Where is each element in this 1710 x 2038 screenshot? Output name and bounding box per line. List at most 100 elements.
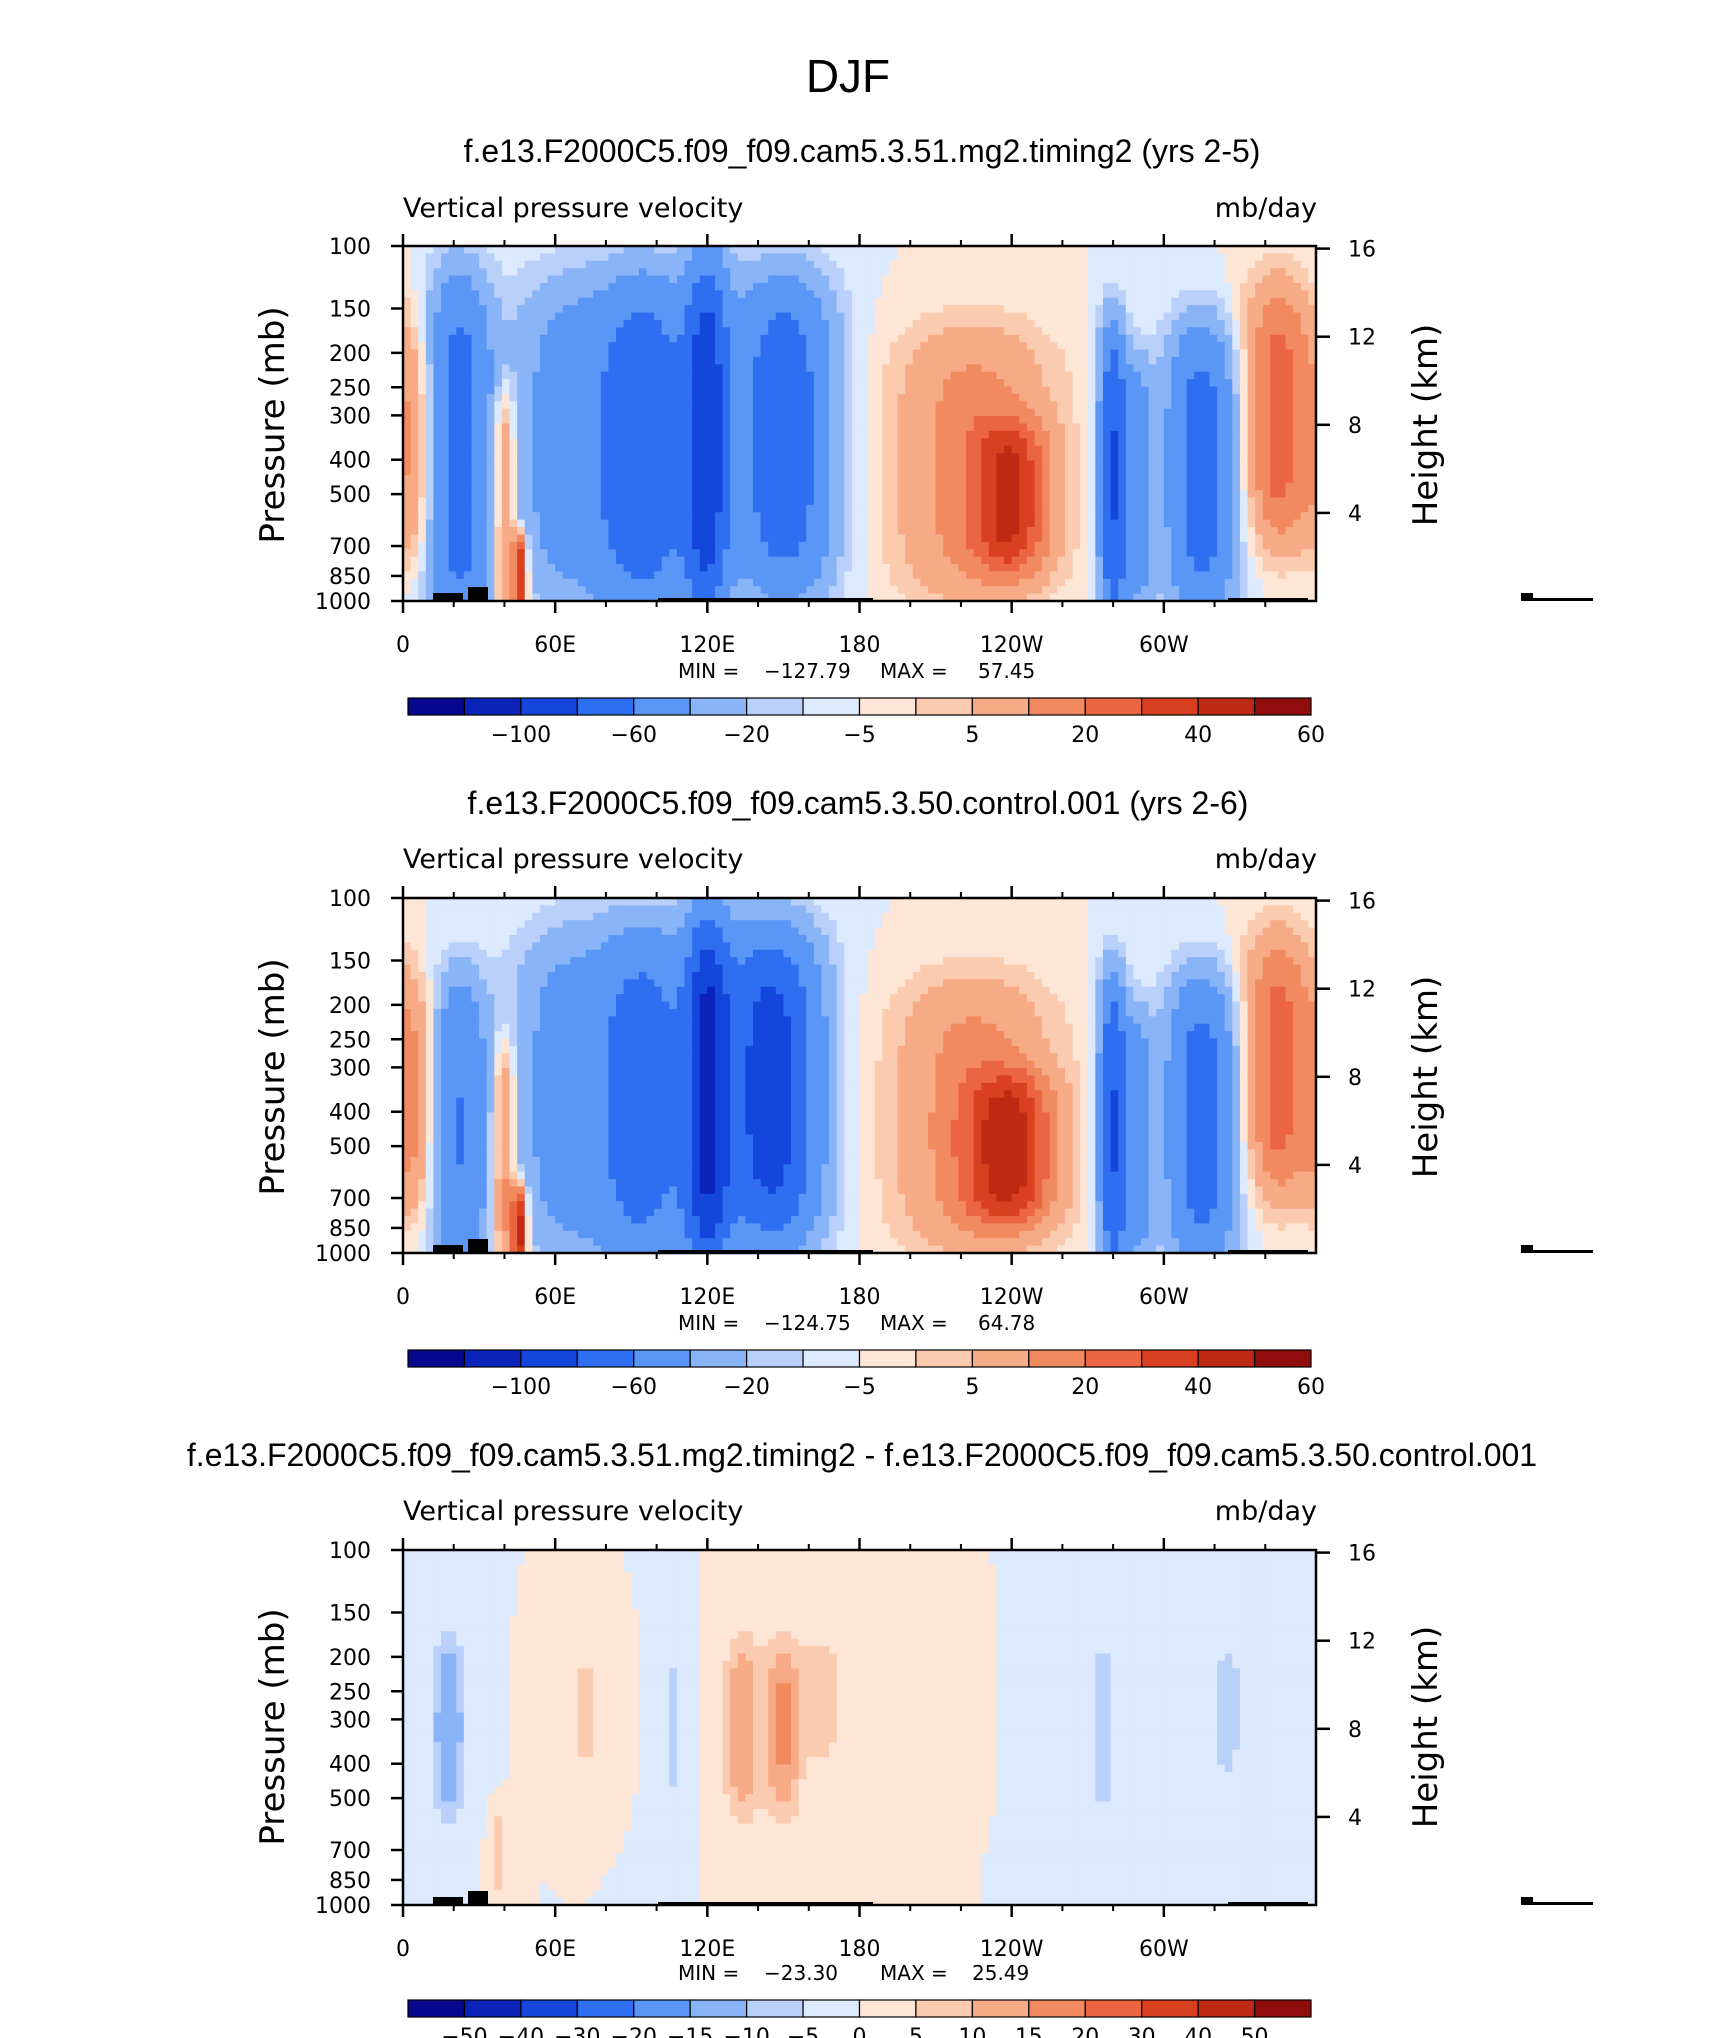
field-cell	[593, 527, 602, 536]
field-cell	[737, 401, 746, 410]
field-cell	[867, 297, 876, 306]
field-cell	[1118, 349, 1127, 358]
field-cell	[1217, 423, 1226, 432]
field-cell	[1201, 268, 1211, 277]
field-cell	[555, 401, 564, 410]
field-cell	[555, 364, 564, 373]
field-cell	[1262, 275, 1271, 284]
field-cell	[1262, 408, 1271, 417]
field-cell	[760, 512, 769, 521]
field-cell	[783, 349, 792, 358]
field-cell	[593, 364, 602, 373]
field-cell	[783, 430, 792, 439]
field-cell	[821, 423, 830, 432]
field-cell	[1186, 305, 1195, 314]
field-cell	[486, 260, 495, 269]
field-cell	[1247, 438, 1256, 447]
field-cell	[988, 246, 998, 254]
field-cell	[699, 393, 708, 402]
field-cell	[1293, 393, 1302, 402]
field-cell	[829, 393, 838, 402]
field-cell	[1201, 416, 1211, 425]
field-cell	[676, 438, 686, 447]
field-cell	[654, 445, 663, 454]
field-cell	[623, 297, 632, 306]
field-cell	[1034, 527, 1043, 536]
field-cell	[524, 342, 533, 351]
field-cell	[486, 490, 495, 499]
field-cell	[714, 386, 724, 395]
field-cell	[638, 268, 648, 277]
field-cell	[1019, 401, 1028, 410]
field-cell	[1163, 364, 1173, 373]
field-cell	[874, 386, 883, 395]
field-cell	[958, 408, 967, 417]
field-cell	[722, 534, 731, 543]
field-cell	[456, 268, 465, 277]
field-cell	[889, 475, 899, 484]
field-cell	[806, 268, 815, 277]
field-cell	[821, 342, 830, 351]
field-cell	[1141, 512, 1150, 521]
field-cell	[425, 349, 435, 358]
field-cell	[532, 519, 541, 528]
field-cell	[676, 246, 686, 254]
field-cell	[539, 423, 549, 432]
field-cell	[448, 401, 457, 410]
field-cell	[699, 549, 708, 558]
field-cell	[1255, 253, 1264, 262]
field-cell	[722, 438, 731, 447]
field-cell	[783, 408, 792, 417]
field-cell	[760, 541, 769, 550]
field-cell	[684, 327, 693, 336]
field-cell	[798, 490, 807, 499]
field-cell	[745, 297, 754, 306]
field-cell	[570, 482, 579, 491]
field-cell	[1270, 490, 1279, 499]
field-cell	[479, 379, 488, 388]
field-cell	[981, 393, 990, 402]
field-cell	[441, 379, 450, 388]
field-cell	[1141, 490, 1150, 499]
field-cell	[1300, 445, 1309, 454]
field-cell	[456, 327, 465, 336]
field-cell	[829, 319, 838, 328]
field-cell	[760, 504, 769, 513]
field-cell	[441, 275, 450, 284]
field-cell	[555, 408, 564, 417]
field-cell	[821, 275, 830, 284]
field-cell	[1262, 268, 1271, 277]
field-cell	[1072, 356, 1081, 365]
field-cell	[966, 364, 975, 373]
field-cell	[867, 541, 876, 550]
field-cell	[616, 416, 625, 425]
field-cell	[1026, 312, 1036, 321]
field-cell	[1019, 371, 1028, 380]
field-cell	[471, 416, 480, 425]
field-cell	[684, 305, 693, 314]
field-cell	[935, 497, 944, 506]
field-cell	[1209, 527, 1218, 536]
field-cell	[722, 453, 731, 462]
field-cell	[859, 408, 868, 417]
field-cell	[532, 290, 541, 299]
field-cell	[1293, 490, 1302, 499]
field-cell	[479, 512, 488, 521]
field-cell	[1308, 541, 1317, 550]
field-cell	[654, 534, 663, 543]
field-cell	[836, 453, 845, 462]
field-cell	[1247, 349, 1256, 358]
field-cell	[676, 512, 686, 521]
field-cell	[684, 549, 693, 558]
field-cell	[966, 305, 975, 314]
field-cell	[425, 305, 435, 314]
field-cell	[1186, 334, 1195, 343]
field-cell	[821, 527, 830, 536]
field-cell	[707, 482, 716, 491]
field-cell	[577, 379, 587, 388]
field-cell	[616, 519, 625, 528]
field-cell	[973, 490, 982, 499]
field-cell	[1239, 393, 1249, 402]
field-cell	[532, 527, 541, 536]
field-cell	[806, 408, 815, 417]
